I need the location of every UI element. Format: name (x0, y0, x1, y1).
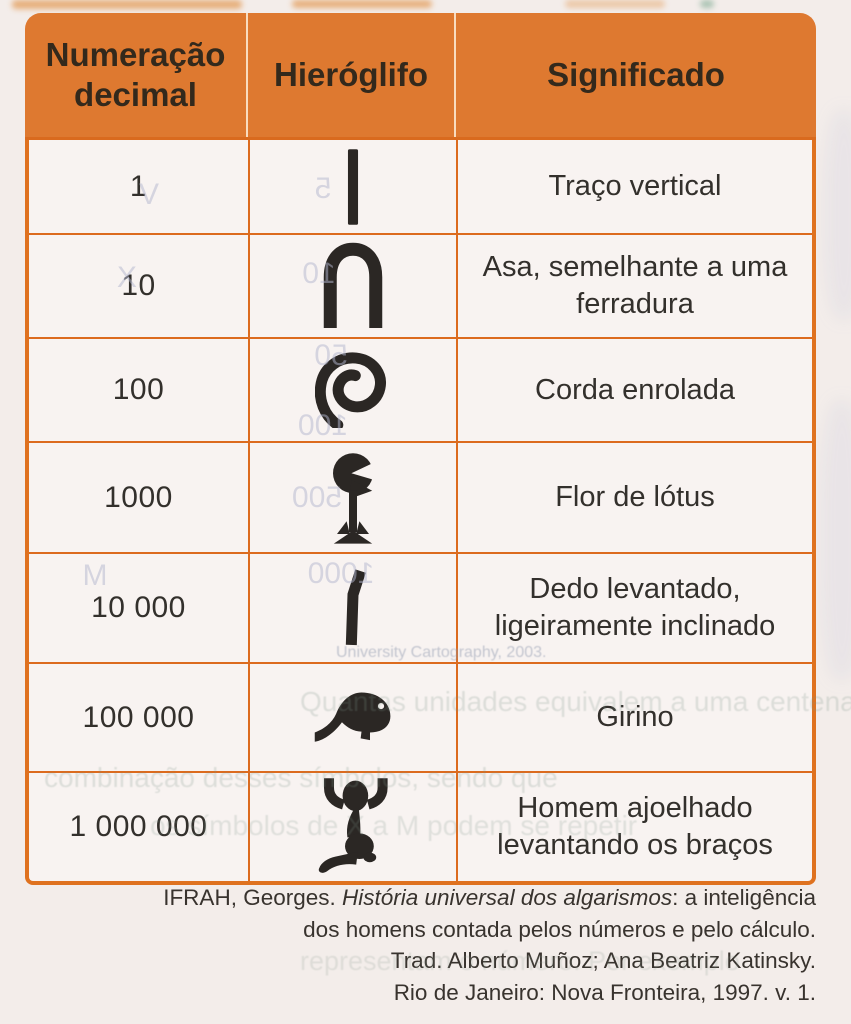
meaning-text: Corda enrolada (535, 373, 735, 406)
decimal-value: 10 (121, 269, 156, 302)
tadpole-icon (314, 692, 391, 742)
decimal-value: 10 000 (91, 591, 186, 624)
table-row: 1000 500 Flor de lótus (29, 441, 812, 552)
table-row: 100 50 100 Corda enrolada (29, 337, 812, 441)
table-row: 10 000 M 1000 Dedo levantado, ligeiramente… (29, 552, 812, 662)
hieroglyph-cell: 500 (248, 443, 456, 552)
meaning-cell: Homem ajoelhado levantando os braços (456, 773, 812, 881)
bleedthrough-smudge (565, 0, 665, 8)
hieroglyph-cell (248, 664, 456, 771)
table-header-row: Numeração decimal Hieróglifo Significado (25, 13, 816, 140)
meaning-text: Dedo levantado, ligeiramente inclinado (494, 573, 776, 642)
meaning-cell: Corda enrolada (456, 339, 812, 441)
column-header-decimal: Numeração decimal (45, 36, 226, 113)
bleedthrough-smudge (292, 0, 432, 8)
kneeling-man-icon (318, 775, 403, 873)
column-header-hieroglyph: Hieróglifo (246, 13, 454, 137)
hieroglyph-cell (248, 773, 456, 881)
meaning-cell: Dedo levantado, ligeiramente inclinado (456, 554, 812, 662)
raised-finger-icon (332, 564, 374, 652)
hieroglyph-cell: 10 (248, 235, 456, 337)
meaning-text: Girino (596, 701, 674, 733)
citation-text: Rio de Janeiro: Nova Fronteira, 1997. v.… (393, 979, 816, 1005)
lotus-flower-icon (333, 452, 379, 544)
bleedthrough-smudge (820, 400, 851, 680)
horseshoe-icon (318, 240, 388, 332)
meaning-cell: Asa, semelhante a uma ferradura (456, 235, 812, 337)
decimal-value: 1000 (104, 480, 173, 514)
coiled-rope-icon (315, 352, 391, 428)
hieroglyph-cell: 1000 (248, 554, 456, 662)
column-header-meaning: Significado (454, 13, 816, 137)
meaning-text: Homem ajoelhado levantando os braços (497, 792, 773, 861)
bleedthrough-smudge (824, 110, 851, 320)
meaning-cell: Traço vertical (456, 140, 812, 233)
citation-line: Trad. Alberto Muñoz; Ana Beatriz Katinsk… (96, 945, 816, 977)
decimal-value: 1 000 000 (69, 810, 208, 843)
vertical-stroke-icon (347, 148, 359, 225)
hieroglyph-table: Numeração decimal Hieróglifo Significado… (25, 13, 816, 885)
decimal-value: 1 (129, 169, 148, 203)
citation-text: IFRAH, Georges. (163, 885, 342, 910)
hieroglyph-cell: 50 100 (248, 339, 456, 441)
bleedthrough-smudge (12, 0, 242, 9)
citation-text: dos homens contada pelos números e pelo … (303, 916, 816, 942)
decimal-value: 100 (112, 373, 165, 406)
decimal-cell: 1000 (29, 443, 248, 552)
bleedthrough-numeral: M (82, 559, 107, 592)
decimal-cell: 100 000 (29, 664, 248, 771)
decimal-cell: 100 (29, 339, 248, 441)
bleedthrough-smudge (700, 0, 714, 8)
citation-line: dos homens contada pelos números e pelo … (96, 914, 816, 946)
meaning-cell: Flor de lótus (456, 443, 812, 552)
meaning-cell: Girino (456, 664, 812, 771)
decimal-cell: 10 X (29, 235, 248, 337)
table-row: 10 X 10 Asa, semelhante a uma ferradura (29, 233, 812, 337)
citation-text: : a inteligência (672, 885, 816, 910)
decimal-value: 100 000 (82, 700, 195, 734)
decimal-cell: 10 000 M (29, 554, 248, 662)
table-row: 100 000 Girino (29, 662, 812, 771)
citation: IFRAH, Georges. História universal dos a… (96, 882, 816, 1008)
citation-line: IFRAH, Georges. História universal dos a… (96, 882, 816, 914)
meaning-text: Flor de lótus (555, 481, 715, 513)
bleedthrough-numeral: 5 (314, 171, 332, 205)
citation-title: História universal dos algarismos (342, 885, 673, 910)
citation-line: Rio de Janeiro: Nova Fronteira, 1997. v.… (96, 977, 816, 1009)
meaning-text: Traço vertical (548, 170, 722, 202)
table-row: 1 000 000 Homem ajoelhado levantando os … (29, 771, 812, 881)
citation-text: Trad. Alberto Muñoz; Ana Beatriz Katinsk… (390, 948, 816, 973)
meaning-text: Asa, semelhante a uma ferradura (482, 251, 788, 320)
hieroglyph-cell: 5 (248, 140, 456, 233)
decimal-cell: 1 000 000 (29, 773, 248, 881)
